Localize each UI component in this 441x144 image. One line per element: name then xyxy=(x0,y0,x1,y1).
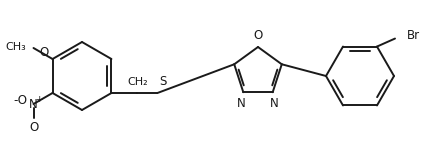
Text: O: O xyxy=(29,121,38,134)
Text: O: O xyxy=(39,47,48,59)
Text: -O: -O xyxy=(14,93,27,107)
Text: N: N xyxy=(29,97,38,110)
Text: Br: Br xyxy=(407,29,420,42)
Text: CH₂: CH₂ xyxy=(127,77,148,87)
Text: CH₃: CH₃ xyxy=(6,42,26,52)
Text: N: N xyxy=(237,97,246,110)
Text: +: + xyxy=(35,95,42,105)
Text: O: O xyxy=(254,29,263,42)
Text: S: S xyxy=(159,75,166,88)
Text: N: N xyxy=(270,97,279,110)
